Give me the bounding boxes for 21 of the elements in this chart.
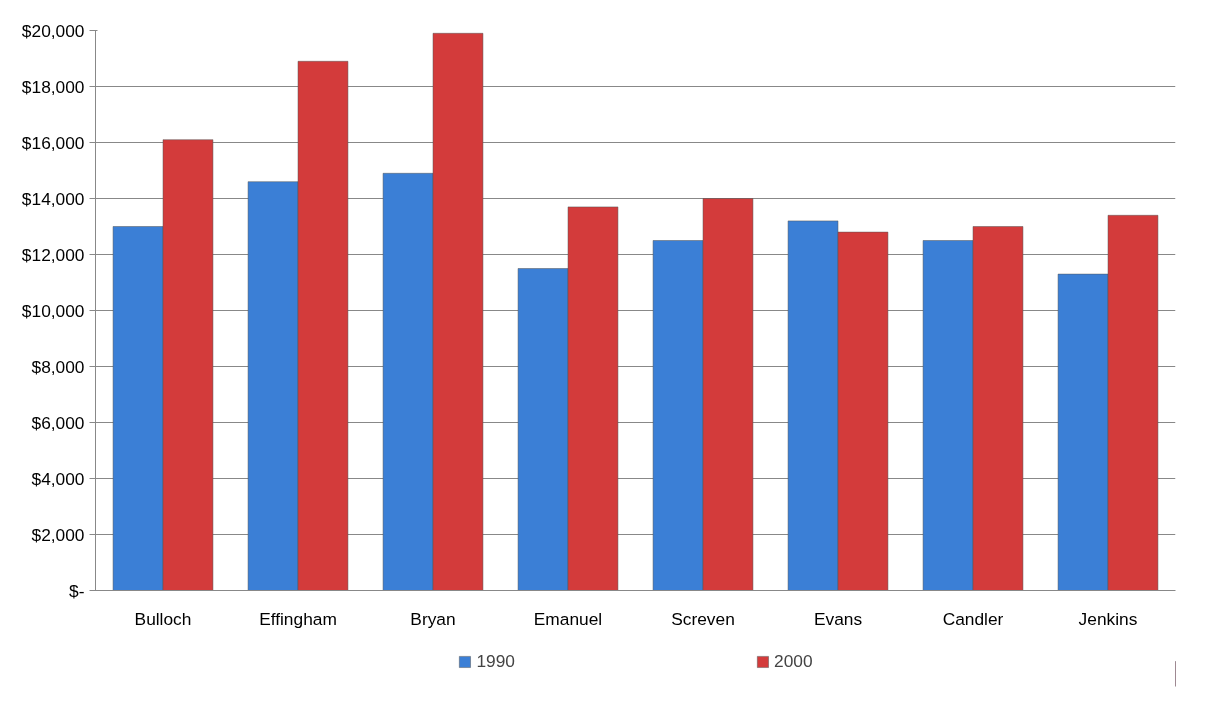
y-tick-label: $12,000 [21, 244, 85, 265]
x-tick-label: Evans [813, 608, 863, 629]
y-tick-label: $10,000 [21, 300, 85, 321]
legend-label: 1990 [476, 650, 515, 672]
x-tick-label: Emanuel [533, 608, 603, 629]
x-tick-label: Screven [671, 608, 735, 629]
x-tick-label: Candler [942, 608, 1004, 629]
y-tick-label: $16,000 [21, 132, 85, 153]
y-tick-label: $20,000 [21, 20, 85, 41]
x-tick-label: Bulloch [134, 608, 192, 629]
y-tick-label: $4,000 [31, 468, 85, 489]
x-tick-label: Bryan [410, 608, 456, 629]
x-tick-label: Jenkins [1078, 608, 1138, 629]
y-tick-label: $18,000 [21, 76, 85, 97]
y-tick-label: $2,000 [31, 524, 85, 545]
y-tick-label: $6,000 [31, 412, 85, 433]
y-tick-label: $8,000 [31, 356, 85, 377]
y-tick-label: $- [69, 580, 85, 601]
x-tick-label: Effingham [259, 608, 337, 629]
legend-label: 2000 [774, 650, 813, 672]
y-tick-label: $14,000 [21, 188, 85, 209]
